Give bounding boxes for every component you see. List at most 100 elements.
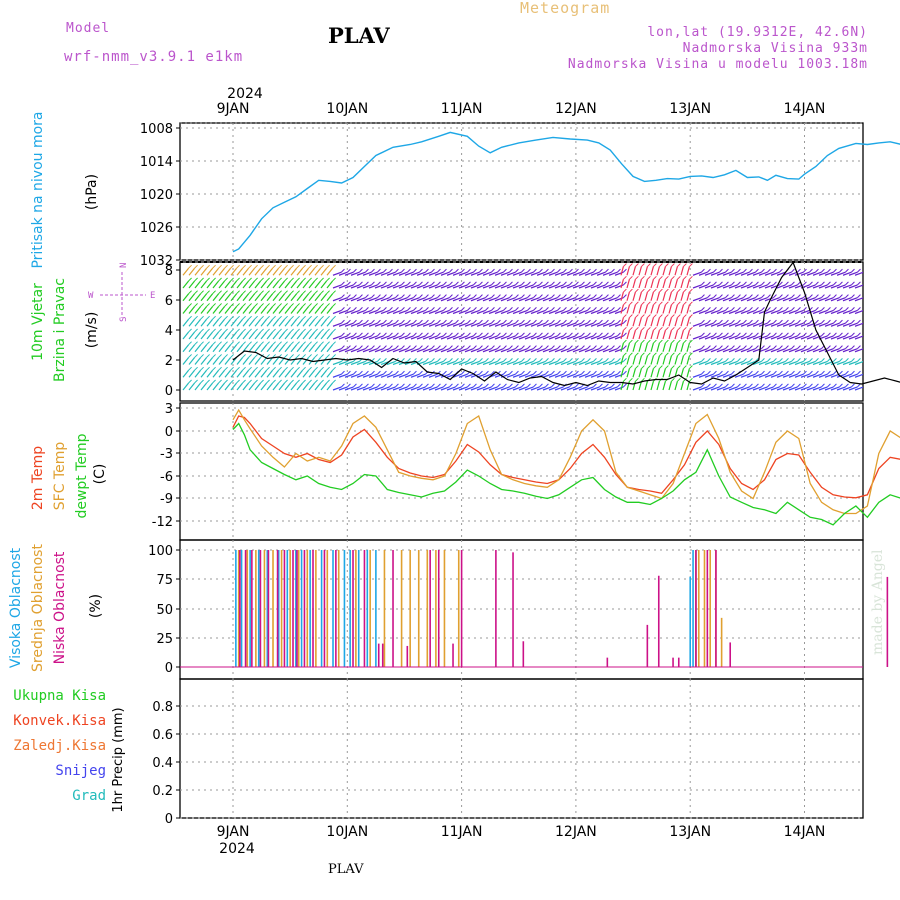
wind-barb — [458, 386, 468, 391]
wind-barb — [776, 271, 786, 276]
wind-barb-flag — [284, 366, 288, 371]
wind-barb-flag — [779, 307, 783, 311]
wind-barb-flag — [449, 268, 453, 273]
wind-barb-flag — [260, 366, 264, 371]
wind-barb-flag — [254, 379, 258, 384]
wind-barb — [686, 355, 690, 365]
wind-barb — [344, 271, 354, 276]
wind-barb-flag — [689, 377, 693, 382]
wind-barb-flag — [503, 332, 507, 337]
wind-barb — [722, 373, 732, 378]
wind-barb — [332, 271, 342, 276]
wind-barb-flag — [629, 314, 633, 318]
wind-barb-flag — [230, 341, 234, 346]
wind-barb — [350, 348, 360, 353]
wind-barb-flag — [425, 345, 429, 350]
wind-barb — [728, 335, 738, 340]
wind-barb — [374, 297, 384, 302]
wind-barb-flag — [839, 307, 843, 311]
wind-barb — [236, 382, 244, 391]
wind-barb — [188, 382, 196, 391]
wind-barb-flag — [677, 352, 681, 357]
wind-barb — [746, 360, 756, 366]
wind-barb-flag — [749, 332, 753, 337]
wind-barb-flag — [833, 319, 837, 324]
wind-barb-flag — [623, 319, 627, 324]
wind-barb — [836, 360, 846, 366]
wind-barb — [386, 386, 396, 391]
wind-barb — [290, 344, 298, 353]
wind-barb-flag — [353, 332, 357, 337]
wind-barb — [452, 373, 462, 378]
wind-barb — [794, 348, 804, 353]
wind-barb-flag — [797, 370, 801, 375]
wind-barb — [854, 271, 863, 276]
wind-barb-flag — [803, 370, 807, 375]
wind-barb-flag — [755, 332, 759, 337]
y-tick-label: 25 — [156, 632, 173, 647]
wind-barb-flag — [260, 290, 264, 295]
wind-barb — [446, 297, 456, 302]
wind-barb-flag — [485, 370, 489, 375]
wind-barb-flag — [365, 319, 369, 324]
wind-barb-flag — [827, 383, 831, 388]
wind-barb-flag — [539, 383, 543, 388]
wind-barb — [392, 386, 402, 391]
wind-barb-flag — [371, 294, 375, 299]
wind-barb-flag — [827, 307, 831, 311]
wind-barb — [758, 297, 768, 302]
wind-barb-flag — [278, 341, 282, 346]
wind-barb — [800, 348, 810, 353]
wind-barb — [254, 280, 262, 289]
wind-barb — [554, 360, 564, 366]
model-elevation: Nadmorska Visina u modelu 1003.18m — [567, 57, 868, 72]
wind-barb-flag — [467, 268, 471, 273]
wind-barb-flag — [320, 264, 324, 269]
wind-barb-flag — [659, 288, 663, 293]
wind-barb-flag — [815, 319, 819, 324]
wind-barb-flag — [803, 383, 807, 388]
wind-barb — [800, 322, 810, 327]
wind-barb — [788, 309, 798, 315]
wind-barb-flag — [485, 294, 489, 299]
wind-barb-flag — [413, 281, 417, 286]
wind-barb-flag — [383, 332, 387, 337]
wind-barb-flag — [479, 345, 483, 350]
wind-barb-flag — [623, 307, 627, 311]
wind-barb — [236, 357, 244, 365]
wind-barb-flag — [449, 345, 453, 350]
wind-barb-flag — [389, 281, 393, 286]
wind-barb — [536, 386, 546, 391]
wind-barb-flag — [857, 383, 861, 388]
wind-barb — [182, 306, 190, 314]
wind-barb — [710, 335, 720, 340]
wind-barb-flag — [383, 358, 387, 362]
wind-barb-flag — [797, 358, 801, 362]
wind-barb — [494, 297, 504, 302]
wind-barb — [344, 322, 354, 327]
wind-barb — [644, 368, 648, 378]
wind-barb — [710, 309, 720, 315]
wind-barb — [722, 271, 732, 276]
wind-barb-flag — [389, 307, 393, 311]
wind-barb — [206, 293, 214, 302]
wind-barb-flag — [296, 379, 300, 384]
wind-barb-flag — [665, 275, 669, 280]
wind-barb — [782, 284, 792, 289]
wind-barb-flag — [779, 319, 783, 324]
wind-barb — [650, 304, 654, 314]
wind-barb — [854, 322, 863, 327]
wind-barb — [224, 357, 232, 365]
wind-barb-flag — [491, 268, 495, 273]
wind-barb — [296, 369, 304, 378]
wind-barb — [380, 284, 390, 289]
wind-barb-flag — [455, 358, 459, 362]
wind-barb — [758, 373, 768, 378]
wind-barb — [734, 297, 744, 302]
wind-barb — [374, 322, 384, 327]
wind-barb — [380, 373, 390, 378]
wind-barb — [368, 297, 378, 302]
precip-axis-unit: 1hr Precip (mm) — [111, 707, 126, 812]
wind-barb-flag — [503, 294, 507, 299]
wind-barb-flag — [767, 332, 771, 337]
